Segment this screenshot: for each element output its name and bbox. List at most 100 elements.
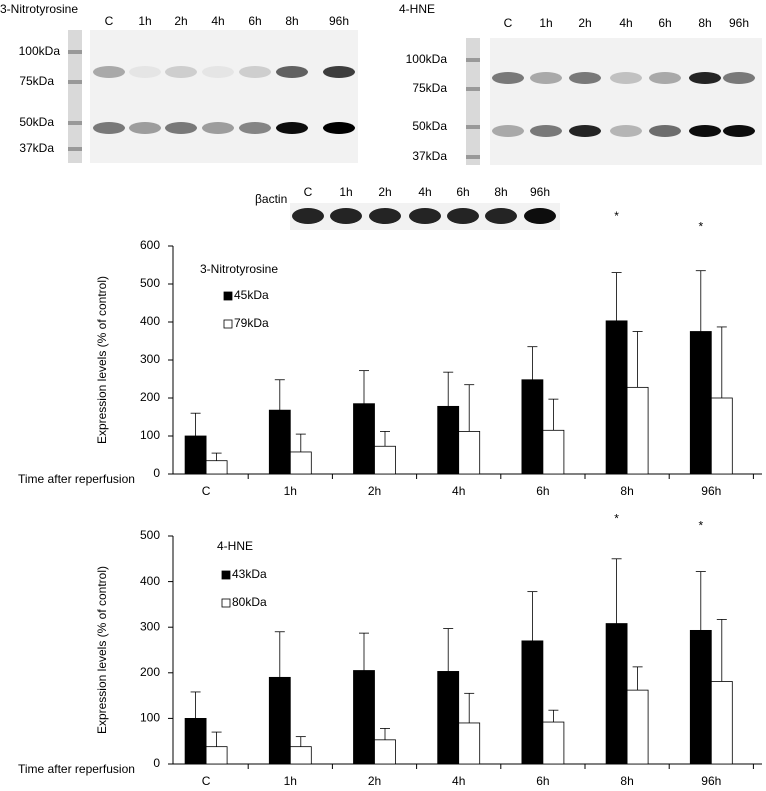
blot-band: [165, 122, 197, 134]
x-tick-label: 4h: [452, 774, 465, 788]
bar: [437, 671, 460, 765]
ladder: [466, 38, 480, 165]
blot-title: 4-HNE: [399, 2, 435, 16]
y-axis-label: Expression levels (% of control): [95, 276, 109, 444]
lane-label: 6h: [248, 14, 261, 28]
x-tick-label: 1h: [284, 774, 297, 788]
significance-marker: *: [698, 519, 703, 533]
x-axis-label: Time after reperfusion: [18, 472, 135, 486]
bar: [626, 689, 649, 765]
lane-label: 1h: [138, 14, 151, 28]
ladder-band: [68, 121, 82, 125]
x-tick-label: 6h: [536, 774, 549, 788]
blot-band: [93, 122, 125, 134]
x-tick-label: C: [202, 774, 211, 788]
blot-band: [524, 208, 556, 224]
lane-label: 6h: [456, 185, 469, 199]
bar: [605, 320, 628, 475]
blot-band: [165, 66, 197, 78]
legend-swatch: [223, 291, 233, 301]
ladder-band: [68, 147, 82, 151]
blot-band: [447, 208, 479, 224]
bar: [374, 739, 396, 765]
lane-label: C: [105, 14, 114, 28]
blot-band: [649, 125, 681, 137]
lane-label: 1h: [539, 16, 552, 30]
y-tick-label: 0: [153, 756, 160, 770]
lane-label: 6h: [658, 16, 671, 30]
blot-band: [292, 208, 324, 224]
mw-label: 37kDa: [19, 141, 54, 155]
blot-band: [239, 122, 271, 134]
bar: [689, 331, 712, 475]
y-tick-label: 600: [140, 238, 160, 252]
lane-label: 4h: [211, 14, 224, 28]
x-tick-label: C: [202, 484, 211, 498]
blot-band: [569, 125, 601, 137]
legend-swatch: [221, 570, 231, 580]
x-tick-label: 1h: [284, 484, 297, 498]
blot-band: [129, 66, 161, 78]
lane-label: 96h: [329, 14, 349, 28]
y-tick-label: 100: [140, 428, 160, 442]
blot-band: [369, 208, 401, 224]
blot-band: [649, 72, 681, 84]
mw-label: 50kDa: [412, 119, 447, 133]
lane-label: 96h: [729, 16, 749, 30]
lane-label: 1h: [339, 185, 352, 199]
x-tick-label: 8h: [620, 774, 633, 788]
bar: [268, 409, 291, 475]
significance-marker: *: [614, 512, 619, 526]
lane-label: 8h: [698, 16, 711, 30]
bar: [605, 623, 628, 765]
ladder: [68, 30, 82, 163]
y-tick-label: 300: [140, 619, 160, 633]
x-tick-label: 2h: [368, 774, 381, 788]
blot-band: [202, 122, 234, 134]
ladder-band: [466, 125, 480, 129]
bar: [353, 670, 375, 765]
y-tick-label: 500: [140, 528, 160, 542]
bar: [184, 718, 207, 765]
lane-label: C: [304, 185, 313, 199]
x-tick-label: 96h: [701, 774, 721, 788]
bar: [710, 397, 733, 475]
x-tick-label: 6h: [536, 484, 549, 498]
blot-band: [323, 122, 355, 134]
bar: [521, 640, 544, 765]
x-tick-label: 2h: [368, 484, 381, 498]
blot-band: [409, 208, 441, 224]
legend-label: 43kDa: [232, 567, 267, 581]
blot-gel: [490, 38, 762, 165]
blot-band: [530, 72, 562, 84]
bar: [289, 451, 312, 475]
blot-band: [610, 72, 642, 84]
lane-label: 4h: [619, 16, 632, 30]
lane-label: 8h: [494, 185, 507, 199]
bar: [542, 721, 565, 765]
lane-label: 8h: [285, 14, 298, 28]
blot-band: [129, 122, 161, 134]
blot-band: [239, 66, 271, 78]
ladder-band: [466, 58, 480, 62]
bar: [458, 431, 481, 475]
blot-band: [276, 122, 308, 134]
blot-band: [202, 66, 234, 78]
lane-label: 96h: [530, 185, 550, 199]
bar: [268, 676, 291, 765]
blot-band: [723, 125, 755, 137]
blot-band: [689, 72, 721, 84]
lane-label: 2h: [174, 14, 187, 28]
mw-label: 100kDa: [19, 44, 61, 58]
bar: [521, 379, 544, 475]
y-tick-label: 300: [140, 352, 160, 366]
blot-band: [530, 125, 562, 137]
legend-title: 3-Nitrotyrosine: [200, 262, 278, 276]
bar: [184, 435, 207, 475]
bar: [374, 445, 396, 475]
y-axis-label: Expression levels (% of control): [95, 566, 109, 734]
blot-band: [492, 125, 524, 137]
ladder-band: [466, 87, 480, 91]
x-tick-label: 8h: [620, 484, 633, 498]
